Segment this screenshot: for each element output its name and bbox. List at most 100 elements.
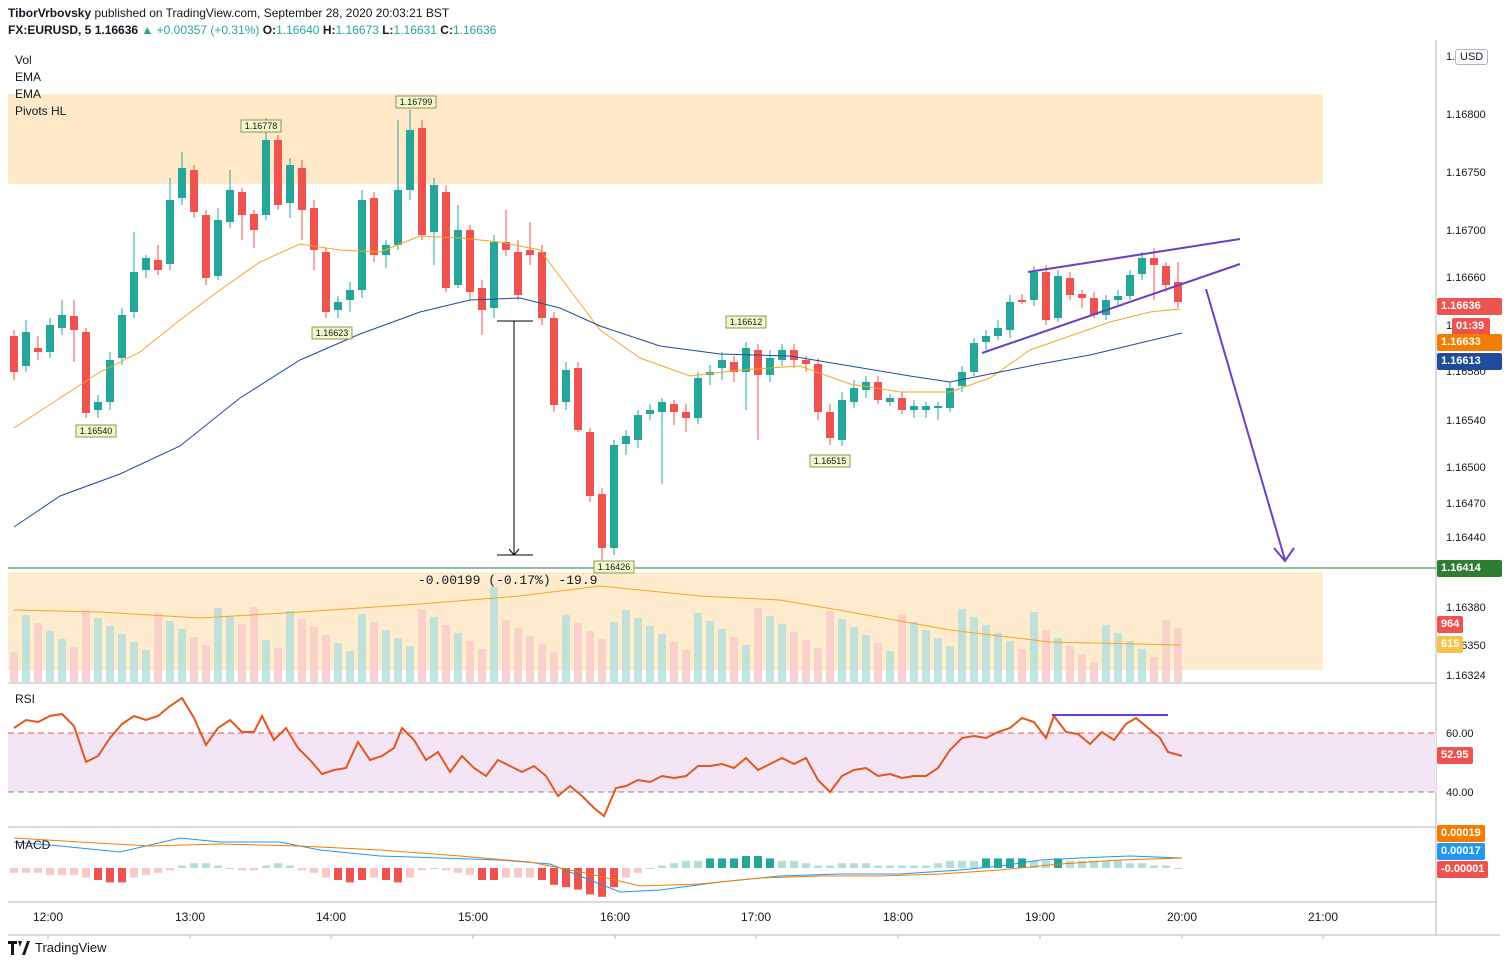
macd-histogram-bar — [706, 858, 714, 868]
volume-bar — [994, 633, 1002, 682]
candle — [730, 356, 738, 382]
volume-bar — [70, 647, 78, 682]
candle — [586, 428, 594, 502]
macd-histogram-bar — [934, 863, 942, 868]
indicator-value-tag: 0.00017 — [1437, 843, 1485, 860]
macd-histogram-bar — [118, 868, 126, 883]
indicator-ema-1[interactable]: EMA — [15, 70, 42, 84]
indicator-value-tag: -0.00001 — [1437, 861, 1489, 878]
candle — [286, 158, 294, 218]
close-label: C: — [440, 23, 453, 37]
macd-histogram-bar — [850, 863, 858, 868]
candle — [34, 336, 42, 360]
price-tag: 1.16633 — [1437, 334, 1502, 351]
indicator-vol[interactable]: Vol — [15, 53, 32, 67]
pivot-label: 1.16426 — [593, 560, 635, 574]
candle — [118, 308, 126, 365]
volume-bar — [1078, 654, 1086, 682]
macd-histogram-bar — [838, 863, 846, 868]
macd-signal-line — [13, 837, 1183, 887]
svg-text:1.16623: 1.16623 — [316, 328, 349, 338]
publisher-name[interactable]: TiborVrbovsky — [8, 6, 92, 20]
indicator-ema-2[interactable]: EMA — [15, 87, 42, 101]
candle — [478, 280, 486, 335]
macd-histogram-bar — [166, 868, 174, 871]
volume-bar — [850, 627, 858, 682]
candle — [250, 210, 258, 248]
svg-text:1.16540: 1.16540 — [80, 426, 113, 436]
candle — [382, 240, 390, 268]
macd-histogram-bar — [454, 868, 462, 873]
candle — [238, 188, 246, 240]
volume-bar — [46, 631, 54, 682]
volume-bar — [766, 616, 774, 682]
macd-histogram-bar — [862, 863, 870, 868]
candle — [610, 440, 618, 555]
candle — [838, 392, 846, 446]
macd-histogram-bar — [238, 868, 246, 871]
volume-bar — [382, 630, 390, 682]
indicator-pivots[interactable]: Pivots HL — [15, 104, 67, 118]
candle — [1102, 295, 1110, 320]
currency-label[interactable]: USD — [1455, 49, 1489, 65]
candle — [334, 296, 342, 318]
volume-bar — [718, 629, 726, 682]
volume-bar — [634, 618, 642, 682]
candle — [1078, 290, 1086, 308]
macd-histogram-bar — [46, 868, 54, 876]
candle — [1138, 252, 1146, 280]
candle — [1054, 270, 1062, 322]
volume-bar — [286, 611, 294, 682]
symbol[interactable]: FX:EURUSD, 5 — [8, 23, 92, 37]
volume-bar — [1066, 646, 1074, 682]
macd-histogram-bar — [994, 858, 1002, 868]
x-tick-label: 18:00 — [883, 910, 913, 924]
volume-bar — [22, 615, 30, 682]
volume-bar — [898, 614, 906, 682]
volume-bar — [250, 607, 258, 682]
volume-bar — [946, 646, 954, 682]
published-text: published on TradingView.com, September … — [94, 6, 450, 20]
macd-histogram-bar — [478, 868, 486, 880]
macd-histogram-bar — [1102, 860, 1110, 868]
macd-histogram-bar — [334, 868, 342, 880]
volume-bar — [274, 648, 282, 682]
price-change: ▲ +0.00357 (+0.31%) — [141, 23, 260, 37]
candle — [646, 404, 654, 420]
volume-bar — [1138, 649, 1146, 682]
volume-bar — [1090, 662, 1098, 682]
macd-histogram-bar — [262, 865, 270, 868]
macd-label[interactable]: MACD — [15, 838, 51, 852]
volume-bar — [262, 640, 270, 682]
candle — [982, 330, 990, 350]
last-price: 1.16636 — [94, 23, 139, 37]
macd-histogram-bar — [154, 868, 162, 873]
volume-bar — [370, 622, 378, 682]
pivot-label: 1.16778 — [240, 119, 282, 133]
volume-bar — [814, 648, 822, 682]
footer-brand[interactable]: TradingView — [35, 940, 107, 955]
ema-slow-line — [13, 297, 1183, 528]
candle — [706, 365, 714, 385]
open-label: O: — [262, 23, 277, 37]
macd-histogram-bar — [898, 865, 906, 868]
volume-bar — [1150, 657, 1158, 682]
rsi-label[interactable]: RSI — [15, 692, 36, 706]
candle — [418, 120, 426, 240]
volume-bar — [310, 627, 318, 682]
candle — [154, 245, 162, 275]
y-tick-label: 1.16324 — [1446, 670, 1486, 682]
macd-histogram-bar — [634, 868, 642, 873]
macd-histogram-bar — [382, 868, 390, 880]
volume-bar — [682, 650, 690, 682]
high-value: 1.16673 — [335, 23, 379, 37]
volume-bar — [910, 622, 918, 682]
volume-bar — [442, 625, 450, 682]
x-tick-label: 16:00 — [600, 910, 630, 924]
candle — [790, 344, 798, 368]
candle — [1006, 295, 1014, 338]
volume-bar — [970, 617, 978, 682]
target-arrow — [1205, 288, 1286, 561]
volume-bar — [166, 621, 174, 682]
